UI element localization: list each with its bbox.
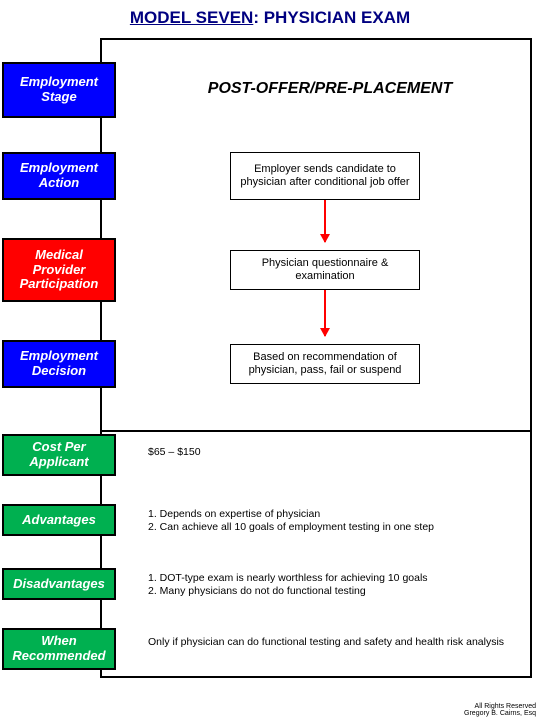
flow-arrow-1 xyxy=(324,290,326,336)
copyright-line2: Gregory B. Cairns, Esq xyxy=(464,710,536,718)
info-when: Only if physician can do functional test… xyxy=(148,636,524,649)
box-physician-quest: Physician questionnaire & examination xyxy=(230,250,420,290)
copyright: All Rights Reserved Gregory B. Cairns, E… xyxy=(464,703,536,718)
stage-header-text: POST-OFFER/PRE-PLACEMENT xyxy=(208,80,452,97)
box-based-on: Based on recommendation of physician, pa… xyxy=(230,344,420,384)
flow-arrow-0 xyxy=(324,200,326,242)
box-employer-sends: Employer sends candidate to physician af… xyxy=(230,152,420,200)
label-disadvantages: Disadvantages xyxy=(2,568,116,600)
label-when-recommended: When Recommended xyxy=(2,628,116,670)
title-rest: : PHYSICIAN EXAM xyxy=(253,8,410,27)
info-cost: $65 – $150 xyxy=(148,446,524,459)
page-title: MODEL SEVEN: PHYSICIAN EXAM xyxy=(0,0,540,34)
label-employment-action: Employment Action xyxy=(2,152,116,200)
label-employment-decision: Employment Decision xyxy=(2,340,116,388)
label-employment-stage: Employment Stage xyxy=(2,62,116,118)
info-disadv: 1. DOT-type exam is nearly worthless for… xyxy=(148,572,524,598)
label-medical-provider: Medical Provider Participation xyxy=(2,238,116,302)
info-adv: 1. Depends on expertise of physician 2. … xyxy=(148,508,524,534)
copyright-line1: All Rights Reserved xyxy=(464,703,536,711)
label-advantages: Advantages xyxy=(2,504,116,536)
label-cost-per-applicant: Cost Per Applicant xyxy=(2,434,116,476)
horizontal-divider xyxy=(102,430,530,432)
stage-header: POST-OFFER/PRE-PLACEMENT xyxy=(150,80,510,98)
title-underlined: MODEL SEVEN xyxy=(130,8,253,27)
